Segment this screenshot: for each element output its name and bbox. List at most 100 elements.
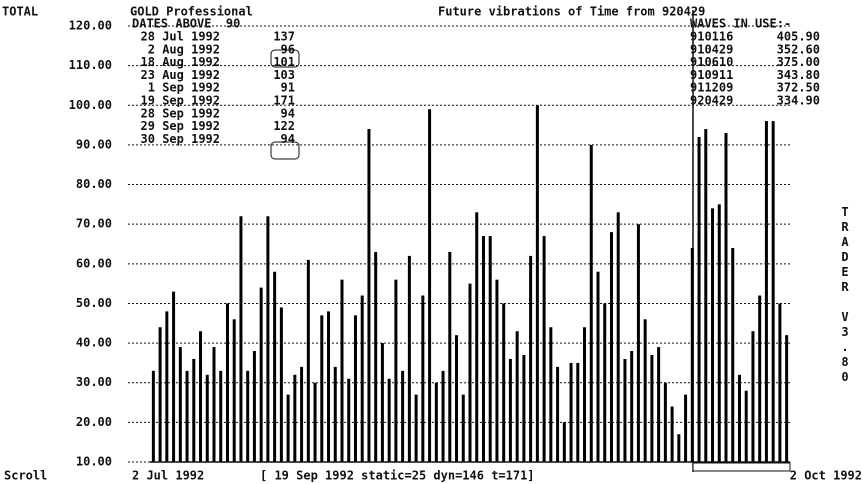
bar xyxy=(374,251,378,462)
chart-title: GOLD Professional xyxy=(130,5,253,19)
bar xyxy=(684,394,688,462)
y-tick-label: 50.00 xyxy=(76,296,112,310)
bar xyxy=(529,255,533,462)
bar xyxy=(212,347,216,462)
bar xyxy=(246,370,250,462)
bar xyxy=(711,208,715,462)
y-tick-label: 30.00 xyxy=(76,375,112,389)
bar xyxy=(401,370,405,462)
bar xyxy=(764,121,768,463)
bar xyxy=(616,212,620,462)
bar xyxy=(306,259,310,462)
bar xyxy=(414,394,418,462)
bar xyxy=(158,327,162,462)
date-value: 91 xyxy=(281,81,295,95)
bar xyxy=(771,121,775,463)
bar xyxy=(751,331,755,462)
bar xyxy=(448,251,452,462)
bar xyxy=(630,351,634,462)
bar xyxy=(609,232,613,462)
bar xyxy=(279,307,283,462)
status: [ 19 Sep 1992 static=25 dyn=146 t=171] xyxy=(260,469,535,483)
bar xyxy=(535,105,539,462)
waves-heading: WAVES IN USE:- xyxy=(690,17,791,31)
bar xyxy=(697,136,701,462)
y-tick-label: 70.00 xyxy=(76,217,112,231)
bar xyxy=(347,378,351,462)
bar xyxy=(677,434,681,462)
chart-subtitle: Future vibrations of Time from 920429 xyxy=(438,5,705,19)
y-tick-label: 40.00 xyxy=(76,336,112,350)
bar xyxy=(583,327,587,462)
bar xyxy=(515,331,519,462)
bar xyxy=(394,279,398,462)
bar xyxy=(488,236,492,462)
bar xyxy=(259,287,263,462)
date-value: 94 xyxy=(281,106,295,120)
date: 1 Sep 1992 xyxy=(148,81,220,95)
bar xyxy=(744,390,748,462)
bar xyxy=(495,279,499,462)
bar xyxy=(367,129,371,462)
bar xyxy=(286,394,290,462)
bar xyxy=(663,382,667,462)
bar xyxy=(569,362,573,462)
wave-id: 910429 xyxy=(690,42,733,56)
bar xyxy=(320,315,324,462)
date: 30 Sep 1992 xyxy=(141,132,220,146)
wave-value: 375.00 xyxy=(777,55,820,69)
date-value: 137 xyxy=(273,30,295,44)
wave-value: 343.80 xyxy=(777,68,820,82)
bar xyxy=(380,343,384,462)
bar xyxy=(273,271,277,462)
bar xyxy=(165,311,169,462)
bar xyxy=(428,109,432,463)
start-date: 2 Jul 1992 xyxy=(132,469,204,483)
bar xyxy=(522,354,526,462)
bar xyxy=(421,295,425,462)
bar xyxy=(737,374,741,462)
bar xyxy=(549,327,553,462)
y-tick-label: 120.00 xyxy=(69,19,112,33)
bar xyxy=(199,331,203,462)
date: 29 Sep 1992 xyxy=(141,119,220,133)
bar xyxy=(441,370,445,462)
bar xyxy=(785,335,789,462)
y-tick-label: 60.00 xyxy=(76,256,112,270)
bar xyxy=(353,315,357,462)
bar xyxy=(657,347,661,462)
bar xyxy=(502,303,506,462)
y-tick-label: 100.00 xyxy=(69,98,112,112)
end-date: 2 Oct 1992 xyxy=(790,469,862,483)
y-tick-label: 10.00 xyxy=(76,455,112,469)
side-label: TRADER V3.80 xyxy=(838,205,852,385)
bar xyxy=(542,236,546,462)
bar xyxy=(151,370,155,462)
bar xyxy=(225,303,229,462)
bar xyxy=(690,247,694,462)
bar xyxy=(293,374,297,462)
date: 28 Sep 1992 xyxy=(141,106,220,120)
bar xyxy=(455,335,459,462)
bar xyxy=(360,295,364,462)
bar xyxy=(778,303,782,462)
wave-id: 920429 xyxy=(690,94,733,108)
dates-heading: DATES ABOVE 90 xyxy=(132,17,240,31)
bar xyxy=(172,291,176,462)
bar xyxy=(387,378,391,462)
wave-id: 910116 xyxy=(690,30,733,44)
wave-value: 372.50 xyxy=(777,81,820,95)
bar xyxy=(178,347,182,462)
date: 2 Aug 1992 xyxy=(148,42,220,56)
bar xyxy=(266,216,270,462)
bar xyxy=(252,351,256,462)
bar xyxy=(333,366,337,462)
date-value: 96 xyxy=(281,42,295,56)
date: 23 Aug 1992 xyxy=(141,68,220,82)
bar xyxy=(589,144,593,462)
bar xyxy=(239,216,243,462)
bar xyxy=(407,255,411,462)
bar xyxy=(340,279,344,462)
bar xyxy=(670,406,674,462)
date-value: 94 xyxy=(281,132,295,146)
